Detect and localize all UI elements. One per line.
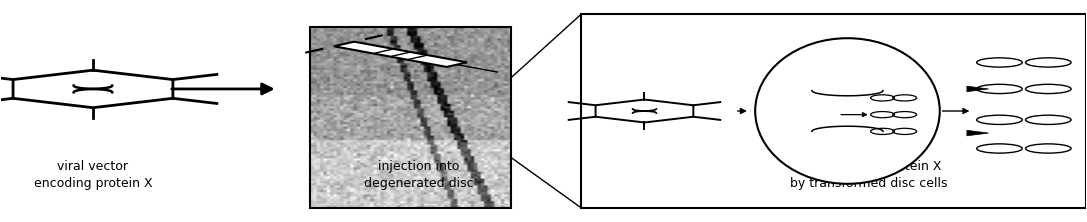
Bar — [582, 14, 1086, 208]
Text: expression of protein X
by transformed disc cells: expression of protein X by transformed d… — [790, 161, 948, 190]
Polygon shape — [334, 42, 467, 67]
Text: injection into
degenerated disc: injection into degenerated disc — [364, 161, 474, 190]
Bar — [310, 27, 511, 208]
Polygon shape — [967, 130, 988, 136]
Text: viral vector
encoding protein X: viral vector encoding protein X — [34, 161, 152, 190]
Polygon shape — [967, 86, 988, 92]
Ellipse shape — [755, 38, 940, 184]
